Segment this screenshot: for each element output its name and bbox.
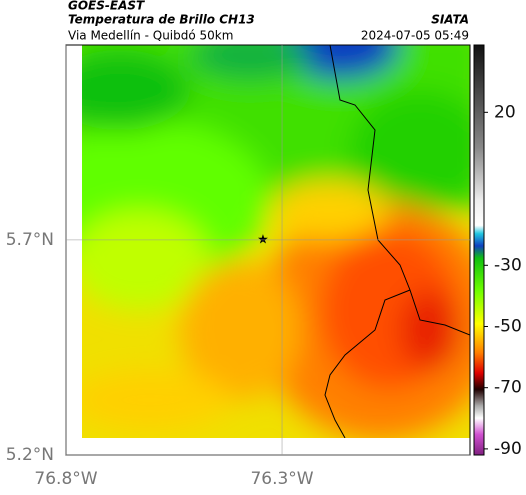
colorbar-tick-label: -90 xyxy=(494,439,522,459)
header: GOES-EAST Temperatura de Brillo CH13 SIA… xyxy=(68,0,469,43)
colorbar xyxy=(473,44,485,456)
org: SIATA xyxy=(431,13,469,27)
y-tick-label: 5.2°N xyxy=(6,445,54,465)
y-tick-label: 5.7°N xyxy=(6,230,54,250)
colorbar-tick-label: -70 xyxy=(494,378,522,398)
datetime: 2024-07-05 05:49 xyxy=(361,29,469,43)
x-tick-label: 76.8°W xyxy=(34,469,97,489)
colorbar-tick-label: -50 xyxy=(494,316,522,336)
title: Temperatura de Brillo CH13 xyxy=(68,13,255,27)
colorbar-tick-label: -30 xyxy=(494,255,522,275)
satellite-image xyxy=(82,45,470,438)
x-tick-label: 76.3°W xyxy=(250,469,313,489)
colorbar-tick-label: 20 xyxy=(494,102,516,122)
subtitle: Via Medellín - Quibdó 50km xyxy=(68,29,233,43)
source: GOES-EAST xyxy=(68,0,145,13)
